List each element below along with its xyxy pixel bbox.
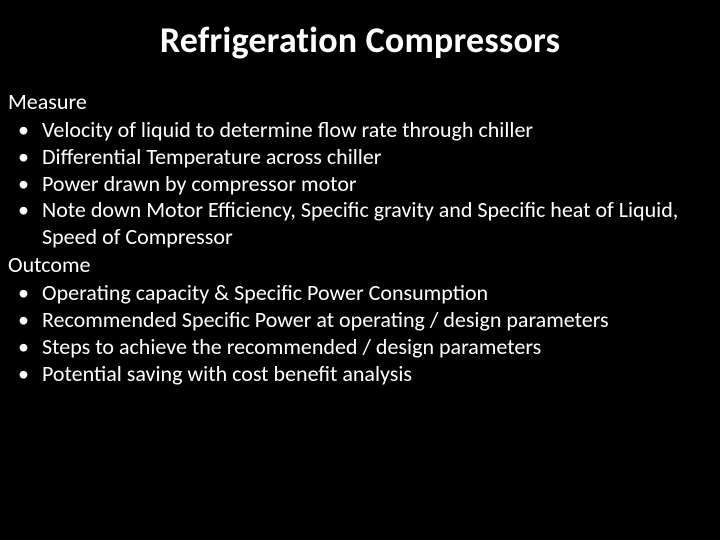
list-item: Velocity of liquid to determine flow rat… [8,117,712,144]
list-item: Note down Motor Efficiency, Specific gra… [8,197,712,251]
section-outcome: Outcome Operating capacity & Specific Po… [8,251,712,387]
section-heading-outcome: Outcome [8,251,712,278]
list-item: Potential saving with cost benefit analy… [8,361,712,388]
section-measure: Measure Velocity of liquid to determine … [8,88,712,251]
list-item: Differential Temperature across chiller [8,144,712,171]
list-item: Steps to achieve the recommended / desig… [8,334,712,361]
list-item: Operating capacity & Specific Power Cons… [8,280,712,307]
section-heading-measure: Measure [8,88,712,115]
list-item: Power drawn by compressor motor [8,171,712,198]
list-item: Recommended Specific Power at operating … [8,307,712,334]
bullet-list-measure: Velocity of liquid to determine flow rat… [8,117,712,251]
slide-title: Refrigeration Compressors [8,18,712,62]
slide-container: Refrigeration Compressors Measure Veloci… [0,0,720,540]
bullet-list-outcome: Operating capacity & Specific Power Cons… [8,280,712,387]
